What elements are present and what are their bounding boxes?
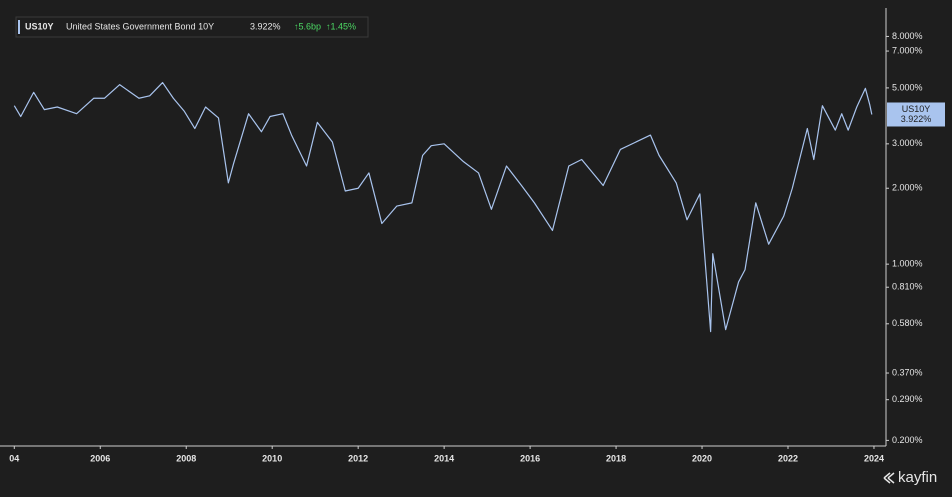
brand: kayfin <box>898 469 937 486</box>
y-tick-label: 7.000% <box>892 45 923 55</box>
x-tick-label: 2016 <box>520 453 540 463</box>
x-tick-label: 2018 <box>606 453 626 463</box>
y-tick-label: 0.580% <box>892 318 923 328</box>
x-tick-label: 2006 <box>90 453 110 463</box>
last-value-tag <box>887 102 945 127</box>
y-tick-label: 2.000% <box>892 183 923 193</box>
x-tick-label: 04 <box>9 453 19 463</box>
x-tick-label: 2020 <box>692 453 712 463</box>
last-value-tag-label: 3.922% <box>901 114 932 124</box>
y-tick-label: 0.290% <box>892 394 923 404</box>
y-tick-label: 5.000% <box>892 82 923 92</box>
legend-swatch <box>18 20 20 34</box>
last-value: 3.922% <box>250 21 281 31</box>
y-tick-label: 3.000% <box>892 138 923 148</box>
x-tick-label: 2008 <box>176 453 196 463</box>
last-value-tag-name: US10Y <box>902 104 931 114</box>
y-tick-label: 8.000% <box>892 31 923 41</box>
y-tick-label: 0.370% <box>892 367 923 377</box>
x-tick-label: 2022 <box>778 453 798 463</box>
x-tick-label: 2024 <box>864 453 884 463</box>
change-pct: ↑1.45% <box>326 21 356 31</box>
y-tick-label: 0.810% <box>892 282 923 292</box>
bond-name: United States Government Bond 10Y <box>66 21 214 31</box>
y-tick-label: 0.200% <box>892 435 923 445</box>
brand-icon <box>883 472 895 484</box>
x-tick-label: 2010 <box>262 453 282 463</box>
y-tick-label: 1.000% <box>892 259 923 269</box>
change: ↑5.6bp <box>294 21 321 31</box>
x-tick-label: 2012 <box>348 453 368 463</box>
x-tick-label: 2014 <box>434 453 454 463</box>
legend-box <box>15 16 369 38</box>
symbol: US10Y <box>25 21 54 31</box>
line-series <box>13 81 873 333</box>
